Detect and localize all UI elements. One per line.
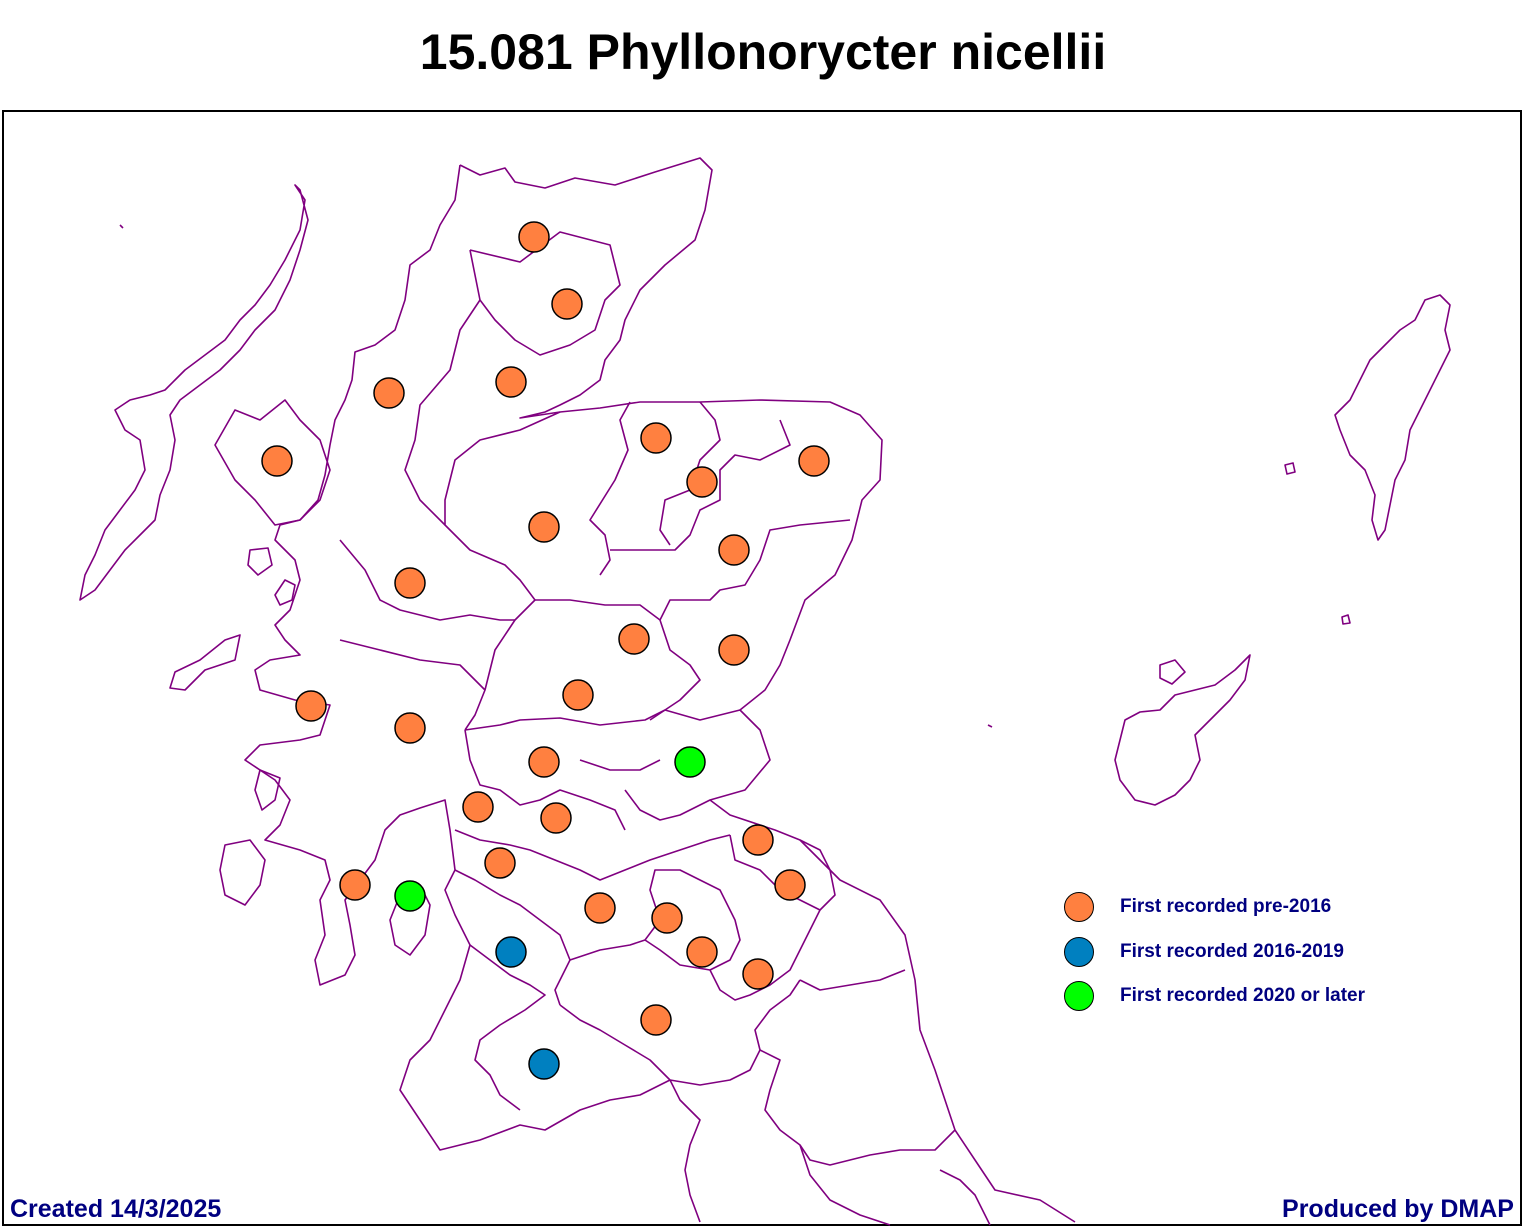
record-dot-pre-2016 <box>261 445 293 477</box>
record-dot-pre-2016 <box>640 1004 672 1036</box>
legend-item-2016-2019: First recorded 2016-2019 <box>1064 934 1344 970</box>
record-dot-pre-2016 <box>618 623 650 655</box>
record-dot-pre-2016 <box>394 567 426 599</box>
record-dot-pre-2016 <box>774 869 806 901</box>
legend-label: First recorded pre-2016 <box>1120 896 1332 917</box>
west-coast <box>244 164 671 1151</box>
record-dot-pre-2016 <box>295 690 327 722</box>
record-dot-pre-2016 <box>551 288 583 320</box>
record-dot-pre-2016 <box>394 712 426 744</box>
record-dot-pre-2016 <box>462 791 494 823</box>
produced-by: Produced by DMAP <box>1282 1195 1514 1223</box>
mull-island <box>169 634 241 691</box>
map-frame <box>2 110 1522 1226</box>
mainland-coastline <box>459 157 1076 1223</box>
record-dot-pre-2016 <box>562 679 594 711</box>
legend-label: First recorded 2016-2019 <box>1120 941 1344 962</box>
record-dot-pre-2016 <box>528 511 560 543</box>
record-dot-pre-2016 <box>528 746 560 778</box>
record-dot-pre-2016 <box>640 422 672 454</box>
legend-label: First recorded 2020 or later <box>1120 985 1365 1006</box>
record-dot-pre-2016 <box>540 802 572 834</box>
record-dot-y2020-later <box>674 746 706 778</box>
record-dot-pre-2016 <box>373 377 405 409</box>
record-dot-pre-2016 <box>584 892 616 924</box>
record-dot-pre-2016 <box>651 902 683 934</box>
record-dot-y2020-later <box>394 880 426 912</box>
skye-island <box>214 399 331 526</box>
record-dot-pre-2016 <box>718 534 750 566</box>
record-dot-y2016-2019 <box>495 936 527 968</box>
record-dot-pre-2016 <box>686 466 718 498</box>
jura-island <box>254 769 281 811</box>
legend-dot-green <box>1064 981 1094 1011</box>
legend-dot-orange <box>1064 892 1094 922</box>
orkney-islands <box>1114 654 1251 806</box>
legend-item-2020-later: First recorded 2020 or later <box>1064 978 1365 1014</box>
record-dot-pre-2016 <box>339 869 371 901</box>
record-dot-pre-2016 <box>742 958 774 990</box>
record-dot-pre-2016 <box>484 847 516 879</box>
record-dot-y2016-2019 <box>528 1048 560 1080</box>
created-date: Created 14/3/2025 <box>10 1195 222 1223</box>
legend-dot-blue <box>1064 937 1094 967</box>
record-dots <box>261 221 830 1080</box>
vice-county-boundaries <box>79 157 1451 1226</box>
shetland-islands <box>1334 294 1451 541</box>
record-dot-pre-2016 <box>742 824 774 856</box>
map-title: 15.081 Phyllonorycter nicellii <box>419 24 1107 80</box>
record-dot-pre-2016 <box>718 634 750 666</box>
record-dot-pre-2016 <box>495 366 527 398</box>
legend-item-pre-2016: First recorded pre-2016 <box>1064 889 1331 925</box>
islay-island <box>219 839 266 906</box>
record-dot-pre-2016 <box>686 936 718 968</box>
outer-hebrides <box>79 184 309 601</box>
record-dot-pre-2016 <box>518 221 550 253</box>
record-dot-pre-2016 <box>798 445 830 477</box>
